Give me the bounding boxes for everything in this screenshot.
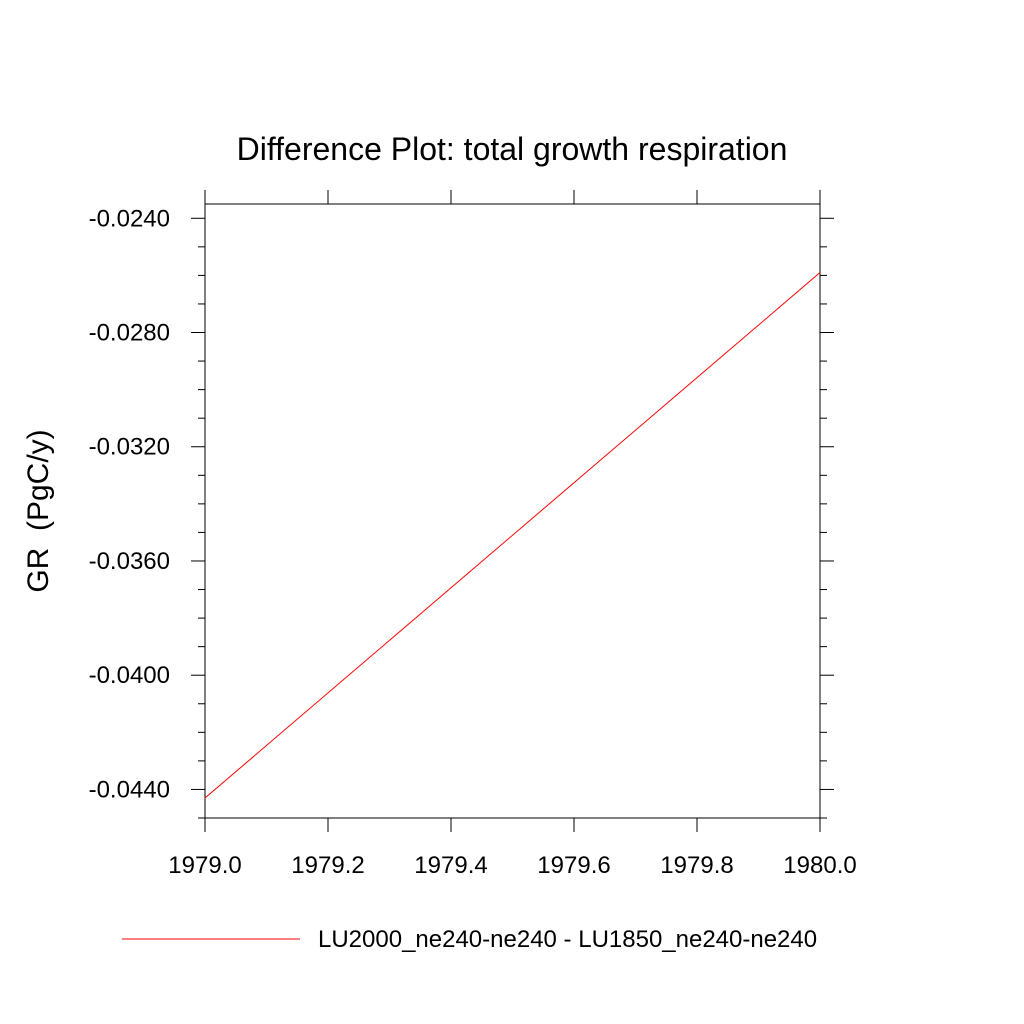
series-lines (204, 272, 821, 799)
y-axis-label: GR (PgC/y) (22, 429, 55, 592)
x-tick-label: 1979.0 (168, 852, 241, 879)
y-axis-tick-labels: -0.0240 -0.0280 -0.0320 -0.0360 -0.0400 -0.04… (89, 205, 170, 803)
y-tick-label: -0.0360 (89, 548, 170, 575)
y-tick-label: -0.0440 (89, 776, 170, 803)
x-tick-label: 1979.8 (660, 852, 733, 879)
legend-label: LU2000_ne240-ne240 - LU1850_ne240-ne240 (318, 926, 817, 953)
legend: LU2000_ne240-ne240 - LU1850_ne240-ne240 (122, 926, 817, 953)
x-axis-ticks (204, 190, 821, 832)
series-line (204, 272, 821, 799)
x-tick-label: 1980.0 (783, 852, 856, 879)
y-tick-label: -0.0240 (89, 205, 170, 232)
y-axis-ticks (191, 217, 834, 819)
y-tick-label: -0.0400 (89, 662, 170, 689)
chart-title: Difference Plot: total growth respiratio… (237, 131, 788, 167)
x-tick-label: 1979.4 (414, 852, 487, 879)
y-tick-label: -0.0320 (89, 434, 170, 461)
y-tick-label: -0.0280 (89, 320, 170, 347)
x-axis-tick-labels: 1979.0 1979.2 1979.4 1979.6 1979.8 1980.0 (168, 852, 856, 879)
x-tick-label: 1979.6 (537, 852, 610, 879)
x-tick-label: 1979.2 (291, 852, 364, 879)
plot-frame (204, 203, 821, 819)
